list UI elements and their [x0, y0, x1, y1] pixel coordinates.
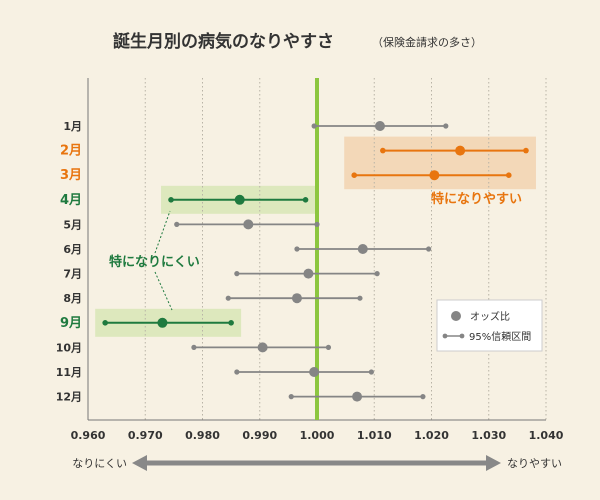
direction-arrow-right-head [486, 455, 501, 471]
x-tick-label: 0.970 [128, 429, 163, 442]
month-label: 1月 [63, 120, 82, 133]
legend-ci-swatch-cap-right [459, 333, 465, 339]
ci-lower-cap [234, 271, 240, 277]
odds-ratio-point [429, 170, 440, 181]
x-tick-label: 1.010 [357, 429, 392, 442]
ci-upper-cap [314, 221, 320, 227]
annotation-low-leader-up [154, 210, 171, 254]
month-label: 3月 [60, 168, 82, 183]
x-tick-label: 0.990 [242, 429, 277, 442]
x-tick-label: 0.980 [185, 429, 220, 442]
x-tick-label: 1.000 [300, 429, 335, 442]
month-label: 6月 [63, 243, 82, 256]
data-marks [102, 121, 529, 402]
ci-lower-cap [288, 394, 294, 400]
legend-box [436, 299, 543, 352]
ci-upper-cap [302, 197, 309, 203]
direction-right-label: なりやすい [507, 457, 562, 470]
ci-lower-cap [351, 172, 358, 178]
ci-lower-cap [311, 123, 317, 129]
odds-ratio-point [357, 244, 368, 254]
month-label: 11月 [56, 366, 82, 379]
annotation-high: 特になりやすい [431, 191, 522, 207]
ci-lower-cap [191, 344, 197, 350]
high-risk-band [344, 136, 536, 190]
ci-upper-cap [357, 295, 363, 301]
odds-ratio-point [243, 219, 254, 230]
ci-upper-cap [368, 369, 374, 375]
ci-upper-cap [228, 320, 234, 326]
chart-title: 誕生月別の病気のなりやすさ [113, 31, 334, 52]
chart-subtitle: （保険金請求の多さ） [372, 35, 482, 49]
ci-upper-cap [523, 147, 529, 154]
odds-ratio-point [257, 342, 268, 353]
ci-lower-cap [225, 295, 231, 301]
legend-point-label: オッズ比 [470, 310, 510, 323]
annotation-low: 特になりにくい [109, 254, 200, 270]
odds-ratio-point [157, 317, 168, 328]
ci-lower-cap [294, 246, 300, 252]
x-tick-labels: 0.960 0.970 0.980 0.990 1.000 1.010 1.020 1.030… [71, 429, 564, 442]
ci-upper-cap [505, 172, 512, 178]
direction-left-label: なりにくい [72, 457, 127, 470]
x-tick-label: 0.960 [71, 429, 106, 442]
legend-ci-swatch-cap-left [442, 333, 448, 339]
ci-upper-cap [420, 394, 426, 400]
month-label: 12月 [56, 391, 82, 404]
odds-ratio-point [303, 268, 314, 279]
legend: オッズ比 95%信頼区間 [436, 299, 543, 352]
odds-ratio-point [455, 145, 466, 156]
month-label: 5月 [63, 218, 82, 231]
x-tick-label: 1.020 [414, 429, 449, 442]
direction-arrow: なりにくい なりやすい [72, 455, 562, 471]
x-tick-label: 1.030 [471, 429, 506, 442]
ci-lower-cap [234, 369, 240, 375]
ci-upper-cap [426, 246, 432, 252]
month-labels: 1月 2月 3月 4月 5月 6月 7月 8月 9月 10月 11月 12月 [56, 120, 82, 404]
ci-upper-cap [374, 271, 380, 277]
month-label: 4月 [60, 193, 82, 208]
odds-ratio-point [374, 121, 385, 131]
ci-upper-cap [325, 344, 332, 350]
ci-lower-cap [174, 221, 180, 227]
annotation-low-leader-down [154, 271, 173, 311]
month-label: 2月 [60, 144, 82, 159]
odds-ratio-point [309, 367, 320, 377]
ci-upper-cap [443, 123, 449, 129]
ci-lower-cap [380, 147, 386, 154]
month-label: 9月 [60, 316, 82, 331]
month-label: 10月 [56, 341, 82, 354]
grid-lines [87, 78, 547, 421]
month-label: 8月 [63, 292, 82, 305]
x-tick-label: 1.040 [529, 429, 564, 442]
legend-ci-label: 95%信頼区間 [469, 331, 531, 343]
odds-ratio-point [291, 293, 302, 304]
legend-point-swatch [451, 311, 461, 321]
direction-arrow-left-head [132, 455, 147, 471]
ci-lower-cap [102, 320, 108, 326]
odds-ratio-point [234, 194, 245, 205]
ci-lower-cap [168, 197, 174, 203]
month-label: 7月 [63, 268, 82, 281]
odds-ratio-point [352, 391, 363, 402]
